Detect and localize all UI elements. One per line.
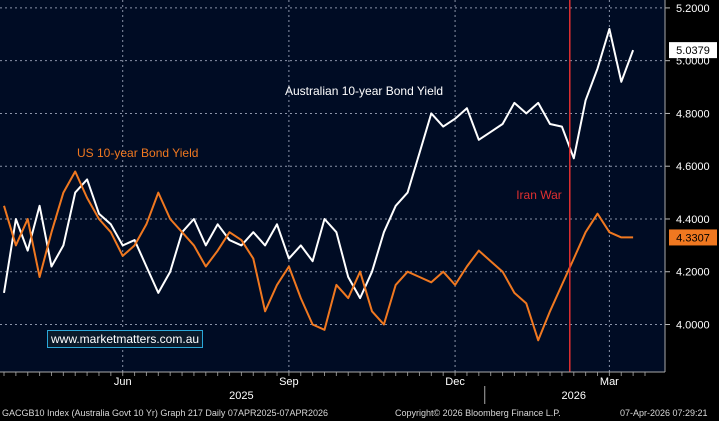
timestamp: 07-Apr-2026 07:29:21 [620, 408, 708, 418]
x-tick-label: Dec [445, 376, 465, 388]
x-tick-label: Jun [114, 376, 132, 388]
year-label: 2026 [562, 390, 586, 402]
watermark: www.marketmatters.com.au [47, 330, 204, 348]
series-layer [3, 28, 635, 342]
y-tick-label: 4.8000 [676, 108, 710, 120]
y-tick-label: 4.4000 [676, 214, 710, 226]
last-value-label: 5.0379 [676, 45, 710, 57]
y-tick-label: 5.2000 [676, 3, 710, 15]
y-tick-label: 5.0000 [676, 56, 710, 68]
source-line: GACGB10 Index (Australia Govt 10 Yr) Gra… [2, 408, 329, 418]
y-tick-label: 4.6000 [676, 161, 710, 173]
grid [0, 0, 665, 372]
x-tick-label: Sep [279, 376, 299, 388]
annotation-layer: Australian 10-year Bond Yield US 10-year … [77, 0, 571, 372]
x-tick-label: Mar [600, 376, 619, 388]
copyright: Copyright© 2026 Bloomberg Finance L.P. [395, 408, 561, 418]
x-axis-panel [0, 372, 665, 404]
event-label: Iran War [516, 188, 562, 202]
last-value-box [669, 229, 717, 246]
last-value-label: 4.3307 [676, 232, 710, 244]
plot-background [0, 0, 665, 372]
axis-panel [665, 0, 719, 404]
footer: GACGB10 Index (Australia Govt 10 Yr) Gra… [0, 404, 719, 421]
y-tick-label: 4.2000 [676, 267, 710, 279]
series-line [3, 28, 635, 300]
series-line [3, 170, 634, 342]
axis-layer: 4.0000 4.2000 4.4000 4.6000 4.8000 5.0000 5.20… [0, 0, 717, 404]
y-tick-label: 4.0000 [676, 320, 710, 332]
year-label: 2025 [229, 390, 253, 402]
last-value-box [669, 42, 717, 59]
series-name-label: US 10-year Bond Yield [77, 146, 198, 160]
series-name-label: Australian 10-year Bond Yield [285, 84, 443, 98]
